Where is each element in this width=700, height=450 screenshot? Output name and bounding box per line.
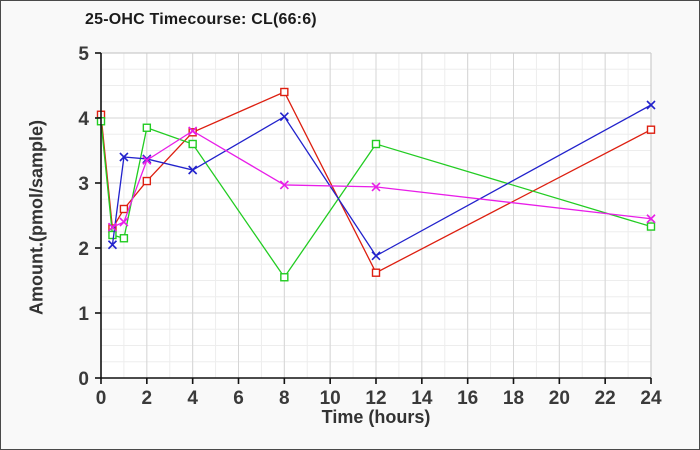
x-tick-label: 24 bbox=[640, 388, 662, 409]
marker-x-blue-crosses bbox=[646, 100, 656, 110]
marker-x-magenta-crosses bbox=[107, 222, 118, 232]
y-tick-label: 5 bbox=[78, 44, 89, 65]
x-tick-label: 16 bbox=[457, 388, 478, 409]
marker-x-blue-crosses bbox=[142, 154, 152, 164]
y-tick-label: 4 bbox=[78, 109, 89, 130]
marker-x-magenta-crosses bbox=[371, 182, 381, 192]
y-axis-title: Amount.(pmol/sample) bbox=[26, 120, 47, 316]
marker-square-green-squares bbox=[108, 230, 117, 240]
marker-x-blue-crosses bbox=[188, 165, 198, 175]
marker-x-magenta-crosses bbox=[188, 126, 198, 136]
x-axis-title: Time (hours) bbox=[321, 407, 431, 427]
x-tick-label: 20 bbox=[549, 388, 570, 409]
x-tick-label: 6 bbox=[233, 388, 244, 409]
marker-x-blue-crosses bbox=[119, 152, 129, 162]
y-tick-label: 2 bbox=[78, 239, 89, 260]
marker-square-green-squares bbox=[646, 222, 656, 231]
marker-x-magenta-crosses bbox=[119, 217, 129, 227]
marker-x-blue-crosses bbox=[371, 251, 381, 261]
x-tick-label: 2 bbox=[142, 388, 153, 409]
x-tick-label: 12 bbox=[365, 388, 386, 409]
x-tick-label: 8 bbox=[279, 388, 290, 409]
y-tick-label: 3 bbox=[78, 174, 89, 195]
marker-square-green-squares bbox=[142, 123, 152, 132]
y-tick-label: 0 bbox=[78, 369, 89, 390]
y-tick-label: 1 bbox=[78, 304, 89, 325]
x-tick-label: 22 bbox=[595, 388, 616, 409]
chart-title: 25-OHC Timecourse: CL(66:6) bbox=[85, 11, 317, 28]
marker-square-red-squares bbox=[188, 128, 197, 137]
marker-x-blue-crosses bbox=[279, 112, 289, 122]
marker-square-green-squares bbox=[371, 139, 381, 149]
x-tick-label: 14 bbox=[411, 388, 433, 409]
marker-x-magenta-crosses bbox=[279, 180, 289, 190]
marker-square-green-squares bbox=[188, 139, 197, 149]
marker-square-red-squares bbox=[646, 125, 656, 134]
x-tick-label: 18 bbox=[503, 388, 524, 409]
marker-square-red-squares bbox=[371, 268, 381, 277]
x-tick-label: 0 bbox=[96, 388, 107, 409]
marker-x-magenta-crosses bbox=[646, 214, 656, 224]
marker-square-red-squares bbox=[142, 176, 152, 186]
marker-square-red-squares bbox=[119, 204, 129, 214]
marker-square-green-squares bbox=[119, 234, 129, 243]
marker-square-green-squares bbox=[280, 273, 289, 282]
x-tick-label: 10 bbox=[320, 388, 341, 409]
marker-x-blue-crosses bbox=[107, 240, 118, 250]
x-tick-label: 4 bbox=[187, 388, 198, 409]
marker-x-magenta-crosses bbox=[142, 155, 152, 165]
marker-square-red-squares bbox=[280, 87, 289, 97]
